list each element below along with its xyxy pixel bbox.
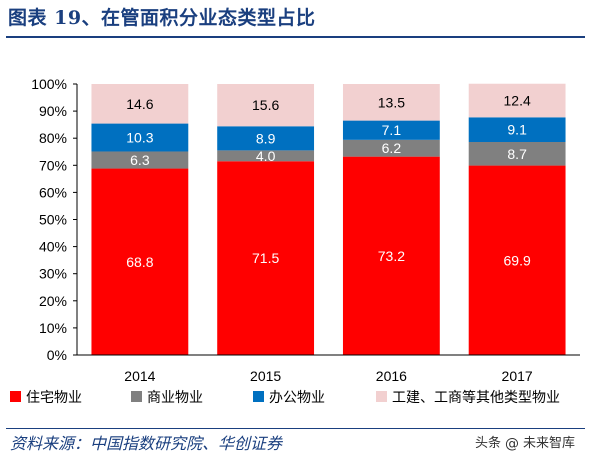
bar-segment	[217, 161, 315, 355]
data-label: 10.3	[126, 130, 153, 146]
watermark: 头条 @ 未来智库	[475, 430, 575, 458]
legend-swatch	[253, 391, 264, 402]
bar-segment	[468, 141, 566, 166]
y-tick-label: 60%	[39, 184, 67, 200]
data-label: 6.3	[130, 152, 150, 168]
axes-group: 2014 2015 2016 2017 0% 10% 20% 30% 40% 50% 60% 70% 8…	[31, 76, 580, 384]
bars-group: 68.8 6.3 10.3 14.6 71.5 4.0 8.9 15.6 73.2 6.2 7.1 1…	[91, 83, 566, 355]
data-label: 4.0	[256, 148, 276, 164]
y-tick-label: 20%	[39, 293, 67, 309]
y-tick-label: 10%	[39, 320, 67, 336]
x-tick-label: 2014	[124, 368, 155, 384]
data-label: 73.2	[378, 248, 405, 264]
data-label: 8.9	[256, 130, 276, 146]
legend-label: 办公物业	[269, 390, 325, 406]
data-label: 12.4	[504, 93, 531, 109]
y-tick-label: 90%	[39, 103, 67, 119]
data-label: 14.6	[126, 96, 153, 112]
data-label: 8.7	[507, 146, 527, 162]
data-label: 9.1	[507, 122, 527, 138]
data-label: 15.6	[252, 97, 279, 113]
legend-swatch	[376, 391, 387, 402]
stacked-bar-chart: 68.8 6.3 10.3 14.6 71.5 4.0 8.9 15.6 73.2 6.2 7.1 1…	[10, 76, 580, 406]
bar-segment	[342, 120, 440, 140]
y-tick-label: 30%	[39, 266, 67, 282]
x-tick-label: 2017	[502, 368, 533, 384]
legend-label: 住宅物业	[26, 390, 82, 406]
legend-swatch	[131, 391, 142, 402]
bar-segment	[217, 126, 315, 151]
y-tick-label: 80%	[39, 130, 67, 146]
bar-segment	[91, 123, 189, 152]
watermark-prefix: 头条	[474, 436, 501, 451]
bar-segment	[342, 139, 440, 157]
y-tick-label: 50%	[39, 212, 67, 228]
y-tick-label: 40%	[39, 239, 67, 255]
x-tick-label: 2016	[376, 368, 407, 384]
bar-segment	[91, 168, 189, 355]
footer-divider	[6, 428, 585, 429]
data-label: 7.1	[382, 122, 402, 138]
data-label: 6.2	[382, 140, 402, 156]
watermark-handle: 未来智库	[522, 436, 575, 451]
title-divider	[6, 36, 585, 38]
data-label: 13.5	[378, 94, 405, 110]
bar-segment	[468, 165, 566, 355]
legend: 住宅物业 商业物业 办公物业 工建、工商等其他类型物业	[10, 389, 560, 406]
bar-segment	[217, 150, 315, 162]
bar-segment	[217, 84, 315, 127]
bar-segment	[91, 151, 189, 169]
at-icon: @	[504, 436, 519, 452]
legend-label: 商业物业	[147, 390, 203, 406]
bar-segment	[468, 117, 566, 142]
data-label: 71.5	[252, 250, 279, 266]
figure-title: 图表 19、在管面积分业态类型占比	[8, 7, 316, 29]
bar-segment	[342, 156, 440, 355]
bar-segment	[91, 84, 189, 124]
y-tick-label: 70%	[39, 157, 67, 173]
legend-swatch	[10, 391, 21, 402]
legend-label: 工建、工商等其他类型物业	[392, 389, 560, 406]
bar-segment	[468, 83, 566, 118]
bar-segment	[342, 84, 440, 121]
y-tick-label: 100%	[31, 76, 67, 92]
source-note: 资料来源：中国指数研究院、华创证券	[10, 434, 283, 453]
y-tick-label: 0%	[47, 347, 67, 363]
x-tick-label: 2015	[250, 368, 281, 384]
data-label: 69.9	[504, 252, 531, 268]
data-label: 68.8	[126, 254, 153, 270]
